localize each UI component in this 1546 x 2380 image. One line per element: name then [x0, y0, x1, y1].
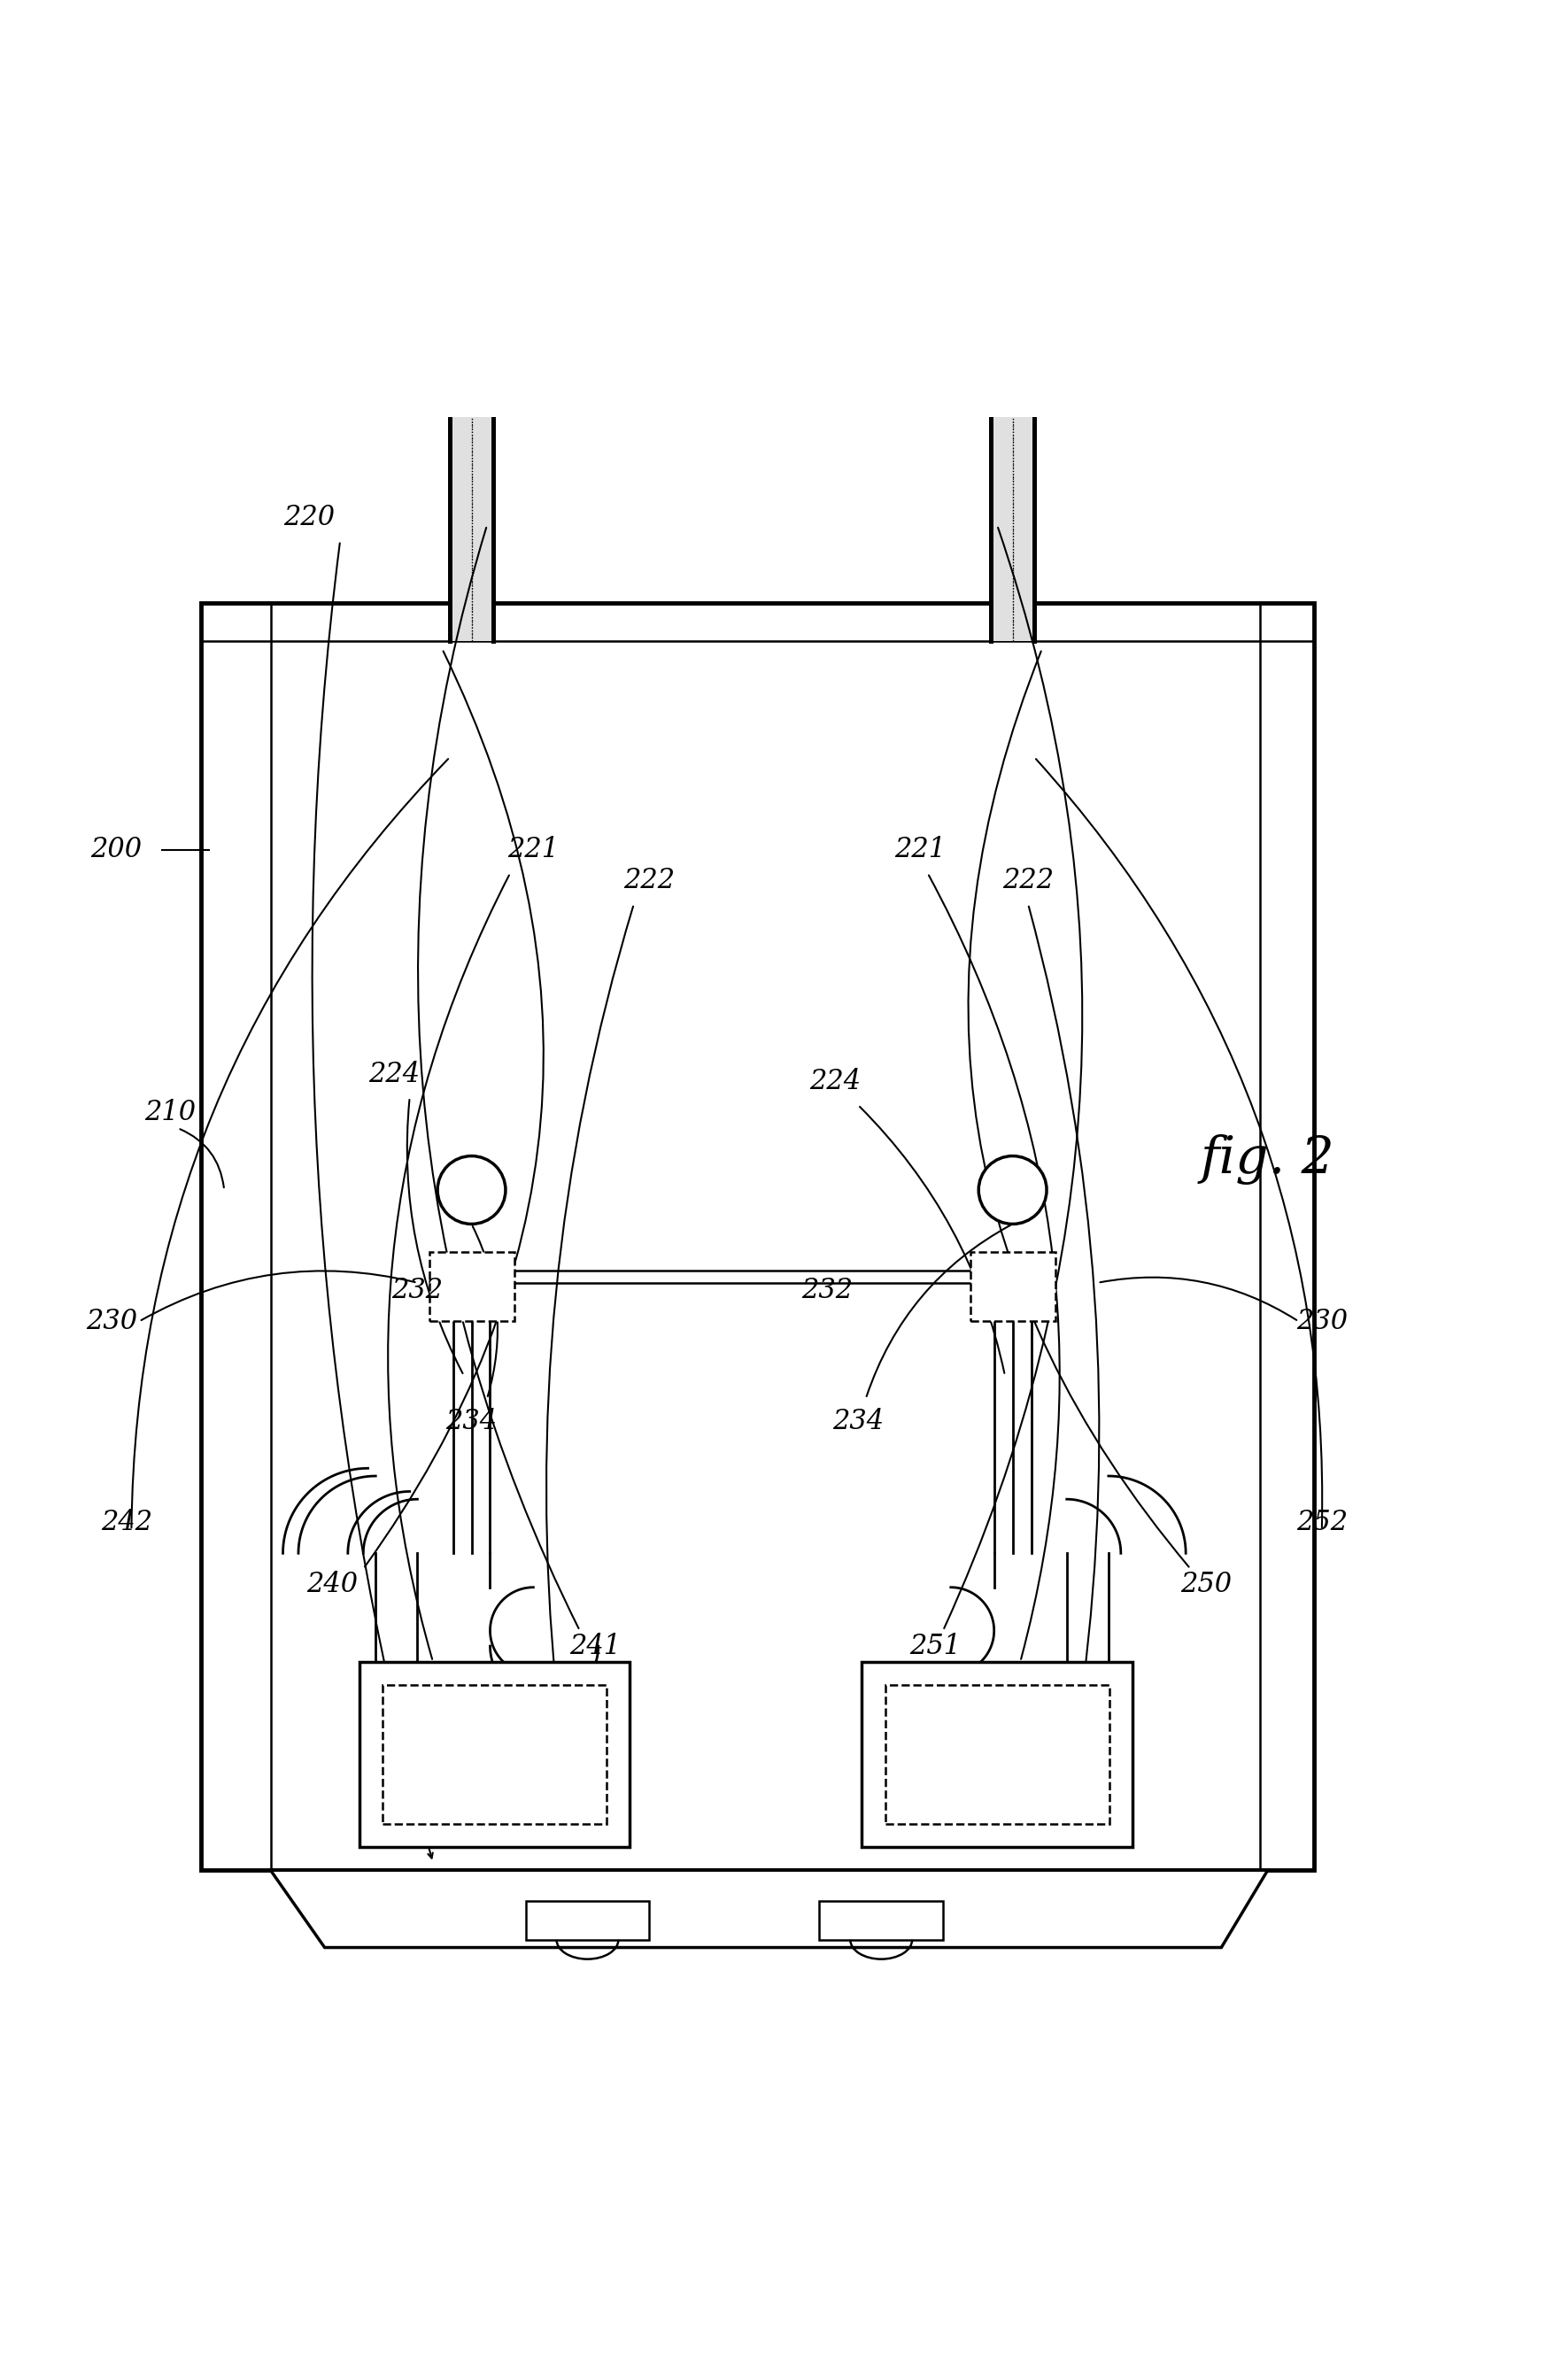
Text: 222: 222 — [1002, 866, 1054, 895]
Text: 224: 224 — [368, 1061, 421, 1088]
Bar — [971, 1252, 1054, 1321]
Text: 230: 230 — [1296, 1307, 1348, 1335]
Text: 250: 250 — [1180, 1571, 1232, 1597]
Text: 232: 232 — [801, 1276, 853, 1304]
Circle shape — [979, 1157, 1047, 1223]
Text: 234: 234 — [445, 1409, 498, 1435]
Polygon shape — [271, 1871, 1268, 1947]
Bar — [428, 1252, 513, 1321]
Bar — [863, 1661, 1132, 1847]
Bar — [991, 416, 1034, 640]
Text: 232: 232 — [391, 1276, 444, 1304]
Bar — [382, 1685, 606, 1823]
Text: 234: 234 — [832, 1409, 884, 1435]
Text: 210: 210 — [144, 1100, 196, 1126]
Text: 242: 242 — [100, 1509, 153, 1535]
Text: 221: 221 — [894, 835, 946, 864]
Circle shape — [438, 1157, 506, 1223]
Text: 222: 222 — [623, 866, 676, 895]
Text: 200: 200 — [90, 835, 142, 864]
Text: 230: 230 — [85, 1307, 138, 1335]
Text: 241: 241 — [569, 1633, 621, 1659]
Text: 251: 251 — [909, 1633, 962, 1659]
Text: 224: 224 — [809, 1069, 861, 1095]
Text: 252: 252 — [1296, 1509, 1348, 1535]
Bar — [201, 602, 1314, 1871]
Bar — [819, 1902, 943, 1940]
Text: 240: 240 — [306, 1571, 359, 1597]
Bar — [526, 1902, 649, 1940]
Text: 220: 220 — [283, 505, 335, 531]
Bar — [359, 1661, 631, 1847]
Bar — [450, 416, 493, 640]
Text: fig. 2: fig. 2 — [1201, 1133, 1334, 1185]
Text: 221: 221 — [507, 835, 560, 864]
Bar — [884, 1685, 1108, 1823]
